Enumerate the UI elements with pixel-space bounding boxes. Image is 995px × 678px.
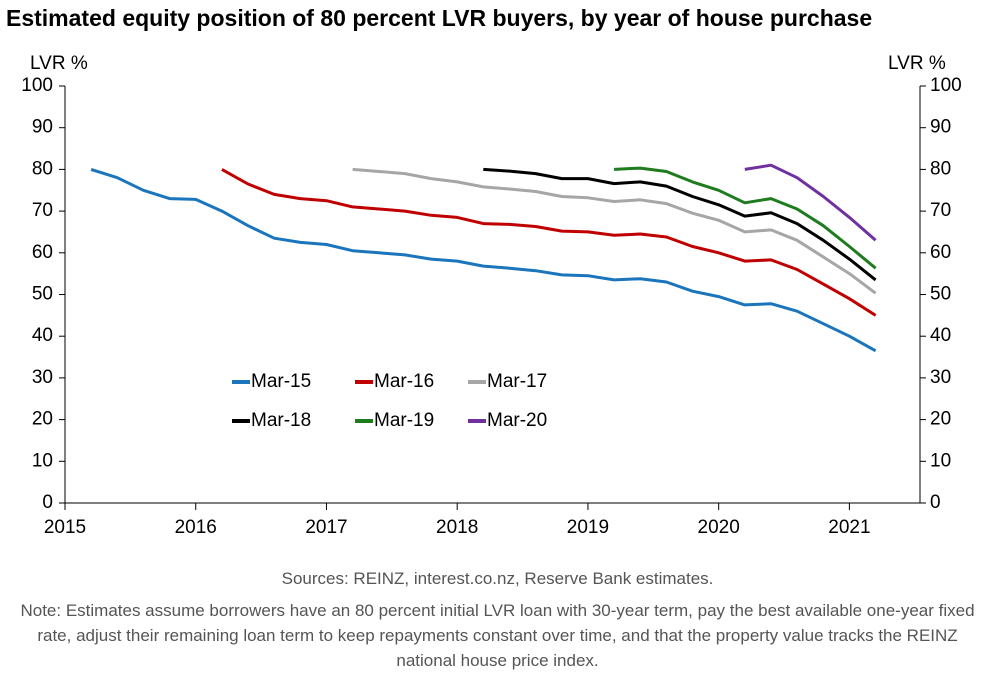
legend-label: Mar-18 bbox=[251, 410, 311, 431]
y-tick-label: 100 bbox=[21, 75, 53, 96]
x-tick-label: 2020 bbox=[698, 517, 740, 538]
legend-label: Mar-20 bbox=[487, 410, 547, 431]
legend-label: Mar-19 bbox=[374, 410, 434, 431]
y2-tick-label: 10 bbox=[930, 450, 951, 471]
legend-label: Mar-15 bbox=[251, 371, 311, 392]
x-tick-label: 2018 bbox=[436, 517, 478, 538]
y-axis-label: LVR % bbox=[30, 53, 88, 74]
y2-tick-label: 40 bbox=[930, 325, 951, 346]
y-tick-label: 60 bbox=[32, 242, 53, 263]
series-line bbox=[221, 168, 877, 317]
y2-tick-label: 90 bbox=[930, 117, 951, 138]
y-tick-label: 50 bbox=[32, 284, 53, 305]
y2-tick-label: 20 bbox=[930, 409, 951, 430]
y2-tick-label: 70 bbox=[930, 200, 951, 221]
series-line bbox=[352, 167, 877, 295]
y-tick-label: 20 bbox=[32, 409, 53, 430]
chart: Estimated equity position of 80 percent … bbox=[6, 5, 962, 538]
x-tick-label: 2019 bbox=[567, 517, 609, 538]
source: Sources: REINZ, interest.co.nz, Reserve … bbox=[281, 569, 714, 588]
y-tick-label: 30 bbox=[32, 367, 53, 388]
y-tick-label: 70 bbox=[32, 200, 53, 221]
y-tick-label: 10 bbox=[32, 450, 53, 471]
y2-tick-label: 100 bbox=[930, 75, 962, 96]
x-tick-label: 2017 bbox=[305, 517, 347, 538]
note: Note: Estimates assume borrowers have an… bbox=[20, 601, 975, 670]
y2-tick-label: 60 bbox=[930, 242, 951, 263]
x-tick-label: 2021 bbox=[828, 517, 870, 538]
series-line bbox=[614, 166, 877, 270]
y-tick-label: 0 bbox=[42, 492, 53, 513]
x-tick-label: 2016 bbox=[175, 517, 217, 538]
chart-title: Estimated equity position of 80 percent … bbox=[6, 5, 872, 31]
y2-tick-label: 50 bbox=[930, 284, 951, 305]
y-tick-label: 90 bbox=[32, 117, 53, 138]
legend-label: Mar-17 bbox=[487, 371, 547, 392]
y-tick-label: 40 bbox=[32, 325, 53, 346]
y-tick-label: 80 bbox=[32, 158, 53, 179]
y2-tick-label: 80 bbox=[930, 158, 951, 179]
legend-label: Mar-16 bbox=[374, 371, 434, 392]
y2-tick-label: 0 bbox=[930, 492, 941, 513]
y2-tick-label: 30 bbox=[930, 367, 951, 388]
series-line bbox=[483, 167, 877, 282]
series-line bbox=[744, 163, 877, 242]
x-tick-label: 2015 bbox=[44, 517, 86, 538]
y2-axis-label: LVR % bbox=[888, 53, 946, 74]
series-line bbox=[90, 167, 877, 353]
